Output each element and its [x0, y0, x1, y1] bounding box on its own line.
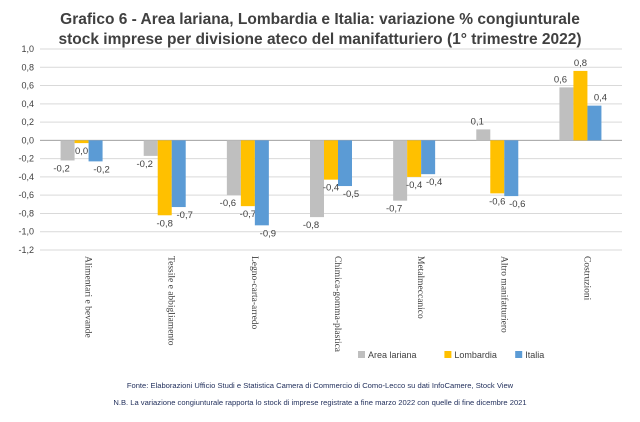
chart-title-line1: Grafico 6 - Area lariana, Lombardia e It… [60, 11, 580, 28]
data-label: -0,7 [177, 210, 193, 221]
y-tick-label: -1,0 [18, 227, 34, 237]
bar [407, 140, 422, 177]
data-label: -0,8 [303, 220, 319, 231]
data-label: 0,6 [554, 74, 567, 85]
legend-swatch [358, 351, 365, 358]
category-label: Costruzioni [581, 256, 591, 301]
category-label: Alimentari e bevande [83, 256, 93, 338]
data-label: -0,6 [489, 196, 505, 207]
chart-title-line2: stock imprese per divisione ateco del ma… [58, 31, 582, 48]
data-label: 0,1 [471, 116, 484, 127]
y-tick-label: 0,8 [21, 62, 34, 72]
bar [476, 129, 491, 141]
category-label: Altro manifatturiero [498, 256, 509, 333]
bar [559, 87, 574, 141]
bar [226, 140, 241, 196]
methodology-note: N.B. La variazione congiunturale rapport… [113, 398, 527, 407]
bar-chart: -1,2 -1,0 -0,8 -0,6 -0,4 -0,2 0,0 0,2 0,4 0,6 0,8 1… [18, 44, 622, 360]
legend-label: Area lariana [368, 350, 417, 360]
data-label: 0,8 [574, 58, 587, 69]
data-label: -0,8 [157, 218, 173, 229]
data-label: -0,2 [53, 163, 69, 174]
y-tick-label: 0,2 [21, 117, 34, 127]
legend-label: Lombardia [454, 350, 497, 360]
bar [240, 140, 255, 207]
data-label: 0,4 [594, 93, 607, 104]
bar [74, 140, 89, 144]
data-label: -0,6 [509, 199, 525, 210]
bar [171, 140, 186, 208]
y-tick-label: -0,2 [18, 154, 34, 164]
data-label: -0,2 [137, 159, 153, 170]
bar [324, 140, 338, 180]
y-tick-label: 0,0 [21, 135, 34, 145]
y-tick-label: -0,8 [18, 208, 34, 218]
y-tick-label: -0,6 [18, 190, 34, 200]
data-label: -0,9 [260, 228, 276, 239]
category-label: Legno-carta-arredo [249, 256, 259, 330]
bar [393, 140, 408, 201]
bar [310, 140, 324, 218]
legend-label: Italia [525, 350, 544, 360]
data-label: -0,7 [240, 209, 256, 220]
data-label: -0,4 [426, 177, 442, 188]
bar [143, 140, 158, 156]
bar [254, 140, 269, 226]
bar [157, 140, 172, 216]
data-label: 0,0 [75, 146, 88, 157]
bar [60, 140, 75, 161]
bar [490, 140, 505, 194]
data-label: -0,4 [323, 183, 339, 194]
y-tick-label: 0,4 [21, 99, 34, 109]
data-label: -0,2 [93, 164, 109, 175]
legend-swatch [444, 351, 452, 358]
bar [421, 140, 436, 175]
bar [573, 70, 588, 141]
category-label: Tessile e abbigliamento [166, 256, 176, 346]
data-label: -0,4 [406, 180, 422, 191]
y-tick-label: -0,4 [18, 172, 34, 182]
bar [88, 140, 103, 162]
data-label: -0,5 [343, 189, 359, 200]
bar [587, 105, 602, 141]
y-tick-label: 0,6 [21, 81, 34, 91]
data-label: -0,6 [220, 198, 236, 209]
source-note: Fonte: Elaborazioni Ufficio Studi e Stat… [126, 381, 514, 390]
data-label: -0,7 [386, 204, 402, 215]
y-tick-label: -1,2 [18, 245, 34, 255]
category-label: Metalmeccanico [415, 256, 425, 319]
bar [338, 140, 352, 187]
legend-swatch [515, 351, 523, 358]
y-tick-label: 1,0 [21, 44, 34, 54]
bar [504, 140, 519, 197]
category-label: Chimica-gomma-plastica [332, 256, 342, 353]
